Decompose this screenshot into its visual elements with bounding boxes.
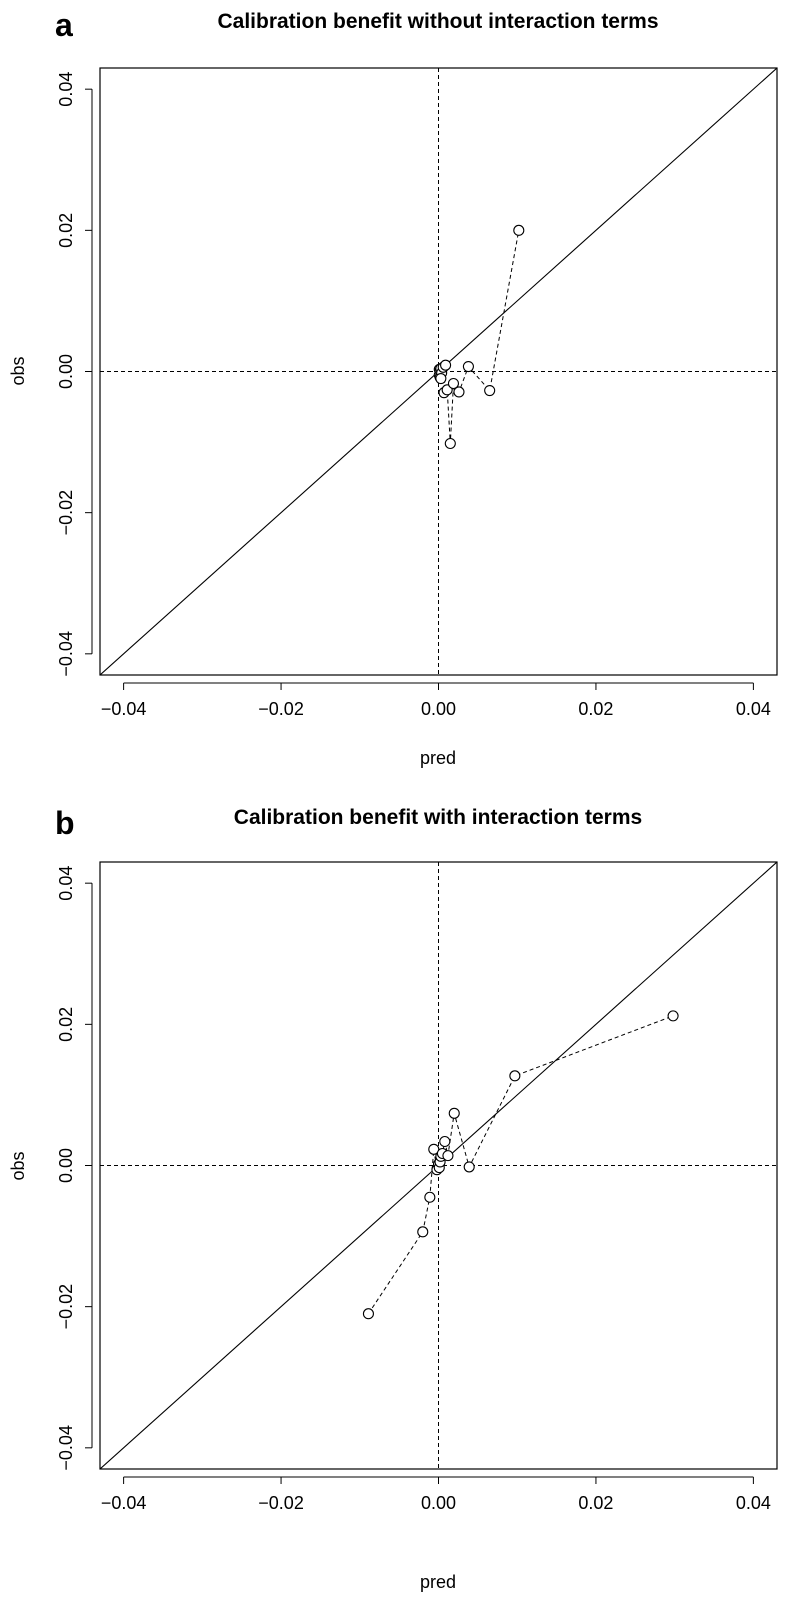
data-point (453, 386, 465, 398)
y-tick-label: −0.02 (56, 490, 76, 536)
data-point (509, 1070, 521, 1082)
y-tick-label: 0.02 (56, 1007, 76, 1042)
data-point (362, 1308, 374, 1320)
data-point (440, 359, 452, 371)
panel-letter: b (55, 805, 75, 841)
x-axis-label: pred (420, 1572, 456, 1592)
data-point (435, 373, 447, 385)
x-tick-label: −0.04 (101, 1493, 147, 1513)
x-tick-label: 0.02 (578, 699, 613, 719)
series-line (367, 1015, 674, 1314)
x-tick-label: −0.02 (258, 699, 304, 719)
data-point (428, 1143, 440, 1155)
data-point (442, 1150, 454, 1162)
y-tick-label: −0.04 (56, 1425, 76, 1471)
y-tick-label: 0.00 (56, 1148, 76, 1183)
chart-marks: −0.04 −0.02 0.00 0.02 0.04 −0.04 −0.02 0.00 0.02… (56, 68, 777, 719)
data-point (448, 1107, 460, 1119)
y-axis-label: obs (8, 1151, 28, 1180)
data-point (463, 1161, 475, 1173)
panel-letter: a (55, 7, 73, 43)
data-point (667, 1010, 679, 1022)
y-tick-label: −0.04 (56, 631, 76, 677)
data-point (439, 1135, 451, 1148)
data-point (447, 377, 460, 390)
y-tick-label: 0.02 (56, 213, 76, 248)
chart-marks: −0.04 −0.02 0.00 0.02 0.04 −0.04 −0.02 0.00 0.02… (56, 862, 777, 1513)
y-tick-label: 0.00 (56, 354, 76, 389)
data-point (513, 224, 525, 236)
x-tick-label: 0.02 (578, 1493, 613, 1513)
data-point (417, 1226, 429, 1238)
panel-b: b Calibration benefit with interaction t… (8, 805, 778, 1592)
panel-a: a Calibration benefit without interactio… (8, 7, 778, 768)
y-tick-label: 0.04 (56, 866, 76, 901)
y-axis-label: obs (8, 356, 28, 385)
y-tick-label: 0.04 (56, 72, 76, 107)
chart-title: Calibration benefit with interaction ter… (234, 806, 642, 829)
data-point (484, 385, 496, 397)
data-point (424, 1191, 436, 1203)
x-tick-label: −0.02 (258, 1493, 304, 1513)
data-point (462, 361, 474, 373)
y-tick-label: −0.02 (56, 1284, 76, 1330)
x-tick-label: 0.00 (421, 1493, 456, 1513)
x-axis-label: pred (420, 748, 456, 768)
x-tick-label: −0.04 (101, 699, 147, 719)
data-point (444, 437, 456, 450)
chart-title: Calibration benefit without interaction … (217, 10, 658, 33)
series-line (438, 230, 520, 444)
x-tick-label: 0.04 (736, 1493, 771, 1513)
x-tick-label: 0.04 (736, 699, 771, 719)
x-tick-label: 0.00 (421, 699, 456, 719)
